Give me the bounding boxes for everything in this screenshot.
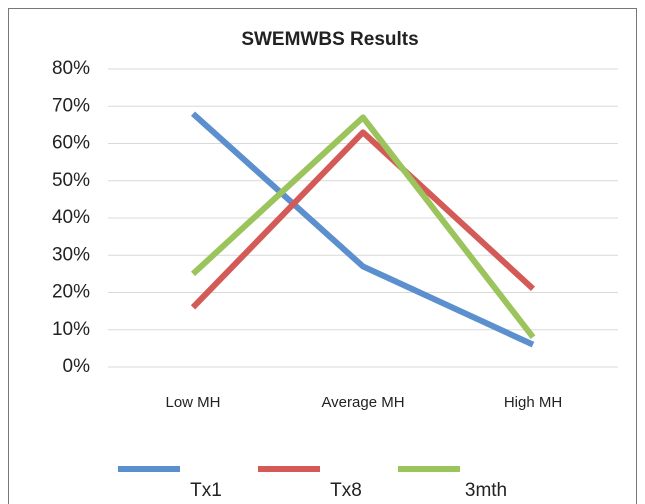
y-tick-label: 40% [52, 207, 90, 228]
data-line [190, 129, 536, 310]
legend-label: 3mth [465, 480, 507, 501]
legend-label: Tx8 [330, 480, 362, 501]
chart-title: SWEMWBS Results [241, 29, 418, 50]
y-tick-label: 60% [52, 133, 90, 154]
chart-frame [8, 8, 637, 504]
legend-label: Tx1 [190, 480, 222, 501]
y-tick-label: 70% [52, 95, 90, 116]
y-tick-label: 20% [52, 282, 90, 303]
data-line [190, 111, 535, 348]
y-tick-label: 10% [52, 319, 90, 340]
data-line [190, 114, 536, 340]
x-tick-label: Average MH [321, 394, 404, 411]
x-tick-label: Low MH [165, 394, 220, 411]
y-tick-label: 30% [52, 244, 90, 265]
y-tick-label: 80% [52, 58, 90, 79]
y-tick-label: 50% [52, 170, 90, 191]
y-tick-label: 0% [63, 356, 91, 377]
x-tick-label: High MH [504, 394, 562, 411]
